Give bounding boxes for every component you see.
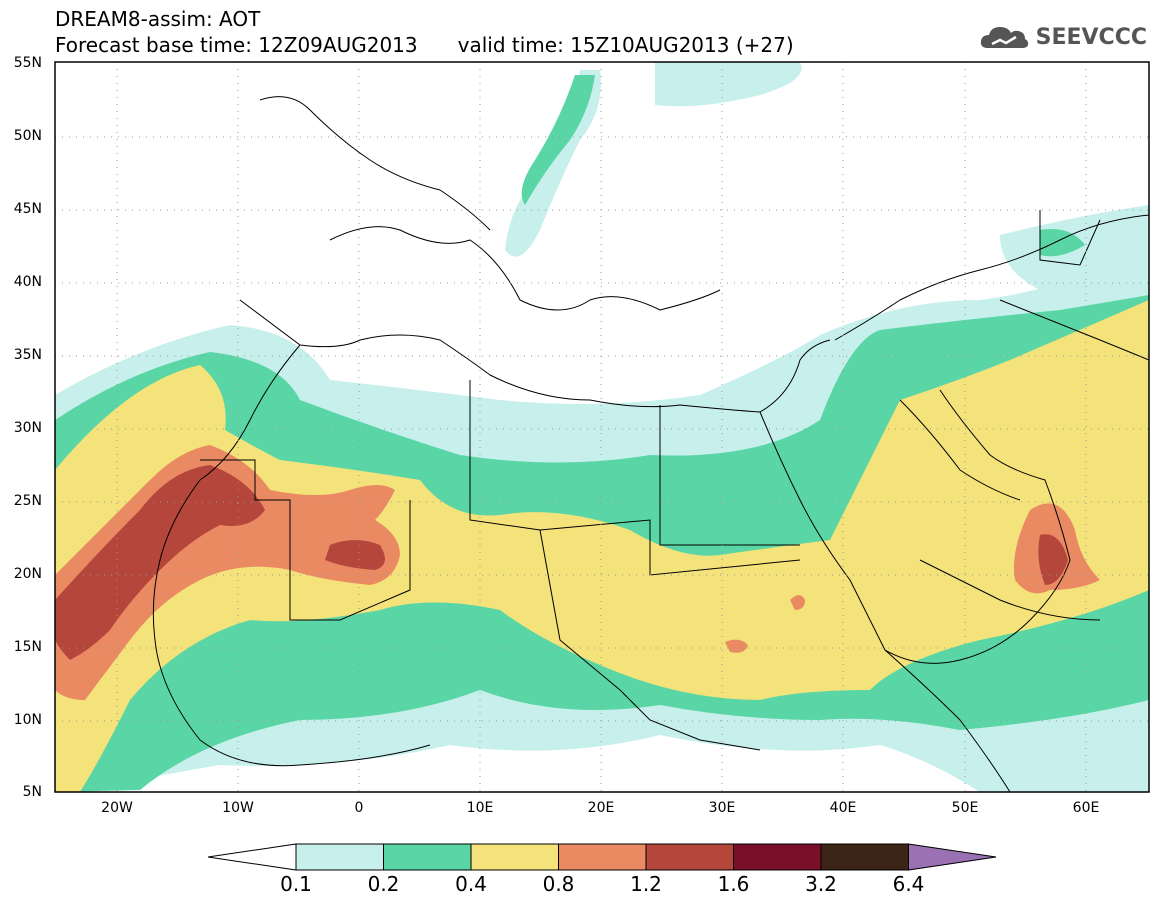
aot-band-0.2-north <box>521 75 595 205</box>
colorbar-segment-3 <box>470 843 559 871</box>
lon-label-50e: 50E <box>951 800 979 816</box>
valid-time: valid time: 15Z10AUG2013 (+27) <box>457 33 794 57</box>
colorbar-label-1.6: 1.6 <box>717 872 750 896</box>
aot-band-1.2 <box>55 465 265 660</box>
map-title: DREAM8-assim: AOT <box>55 7 261 31</box>
aot-patch-0.8-b <box>725 639 748 653</box>
lon-label-20e: 20E <box>587 800 615 816</box>
lat-label-15n: 15N <box>13 639 42 655</box>
aot-band-0.1-ne <box>655 62 802 107</box>
logo-text: SEEVCCC <box>1035 24 1147 50</box>
lon-label-10e: 10E <box>466 800 494 816</box>
colorbar-label-1.2: 1.2 <box>630 872 662 896</box>
colorbar-label-6.4: 6.4 <box>892 872 925 896</box>
lon-label-40e: 40E <box>829 800 857 816</box>
aot-contours <box>55 62 1149 792</box>
colorbar-label-0.4: 0.4 <box>455 872 487 896</box>
map-subtitle: Forecast base time: 12Z09AUG2013 valid ti… <box>55 34 794 56</box>
cloud-icon <box>980 27 1028 48</box>
colorbar-segment-1 <box>295 843 384 871</box>
colorbar-segment-6 <box>733 843 822 871</box>
aot-patch-1.2-sahara <box>325 540 385 570</box>
lat-label-55n: 55N <box>13 55 42 71</box>
lon-label-10w: 10W <box>222 800 254 816</box>
aot-patch-0.8-a <box>790 595 805 610</box>
lat-label-5n: 5N <box>22 784 42 800</box>
lon-label-0: 0 <box>354 800 364 816</box>
lat-label-30n: 30N <box>13 420 42 436</box>
lat-label-20n: 20N <box>13 566 42 582</box>
lat-label-40n: 40N <box>13 274 42 290</box>
coastlines <box>152 96 1149 792</box>
colorbar <box>207 843 997 871</box>
lon-label-20w: 20W <box>101 800 133 816</box>
colorbar-label-0.1: 0.1 <box>280 872 312 896</box>
graticule <box>55 62 1149 792</box>
colorbar-over-arrow <box>908 843 997 871</box>
lon-label-30e: 30E <box>708 800 736 816</box>
colorbar-label-0.8: 0.8 <box>542 872 575 896</box>
seevccc-logo: SEEVCCC <box>978 22 1147 52</box>
aot-band-0.2-caspian <box>1040 229 1085 257</box>
colorbar-under-arrow <box>207 843 297 871</box>
aot-band-0.4 <box>55 300 1149 792</box>
aot-patch-1.2-oman <box>1038 534 1068 585</box>
colorbar-segment-4 <box>558 843 647 871</box>
colorbar-label-3.2: 3.2 <box>805 872 837 896</box>
colorbar-segment-5 <box>645 843 734 871</box>
colorbar-segment-2 <box>383 843 472 871</box>
lat-label-50n: 50N <box>13 128 42 144</box>
lat-label-10n: 10N <box>13 712 42 728</box>
lat-label-25n: 25N <box>13 493 42 509</box>
lat-label-35n: 35N <box>13 347 42 363</box>
colorbar-segment-7 <box>820 843 909 871</box>
lat-label-45n: 45N <box>13 201 42 217</box>
forecast-base-time: Forecast base time: 12Z09AUG2013 <box>55 33 418 57</box>
colorbar-label-0.2: 0.2 <box>367 872 400 896</box>
lon-label-60e: 60E <box>1072 800 1100 816</box>
map-frame <box>54 61 1150 793</box>
